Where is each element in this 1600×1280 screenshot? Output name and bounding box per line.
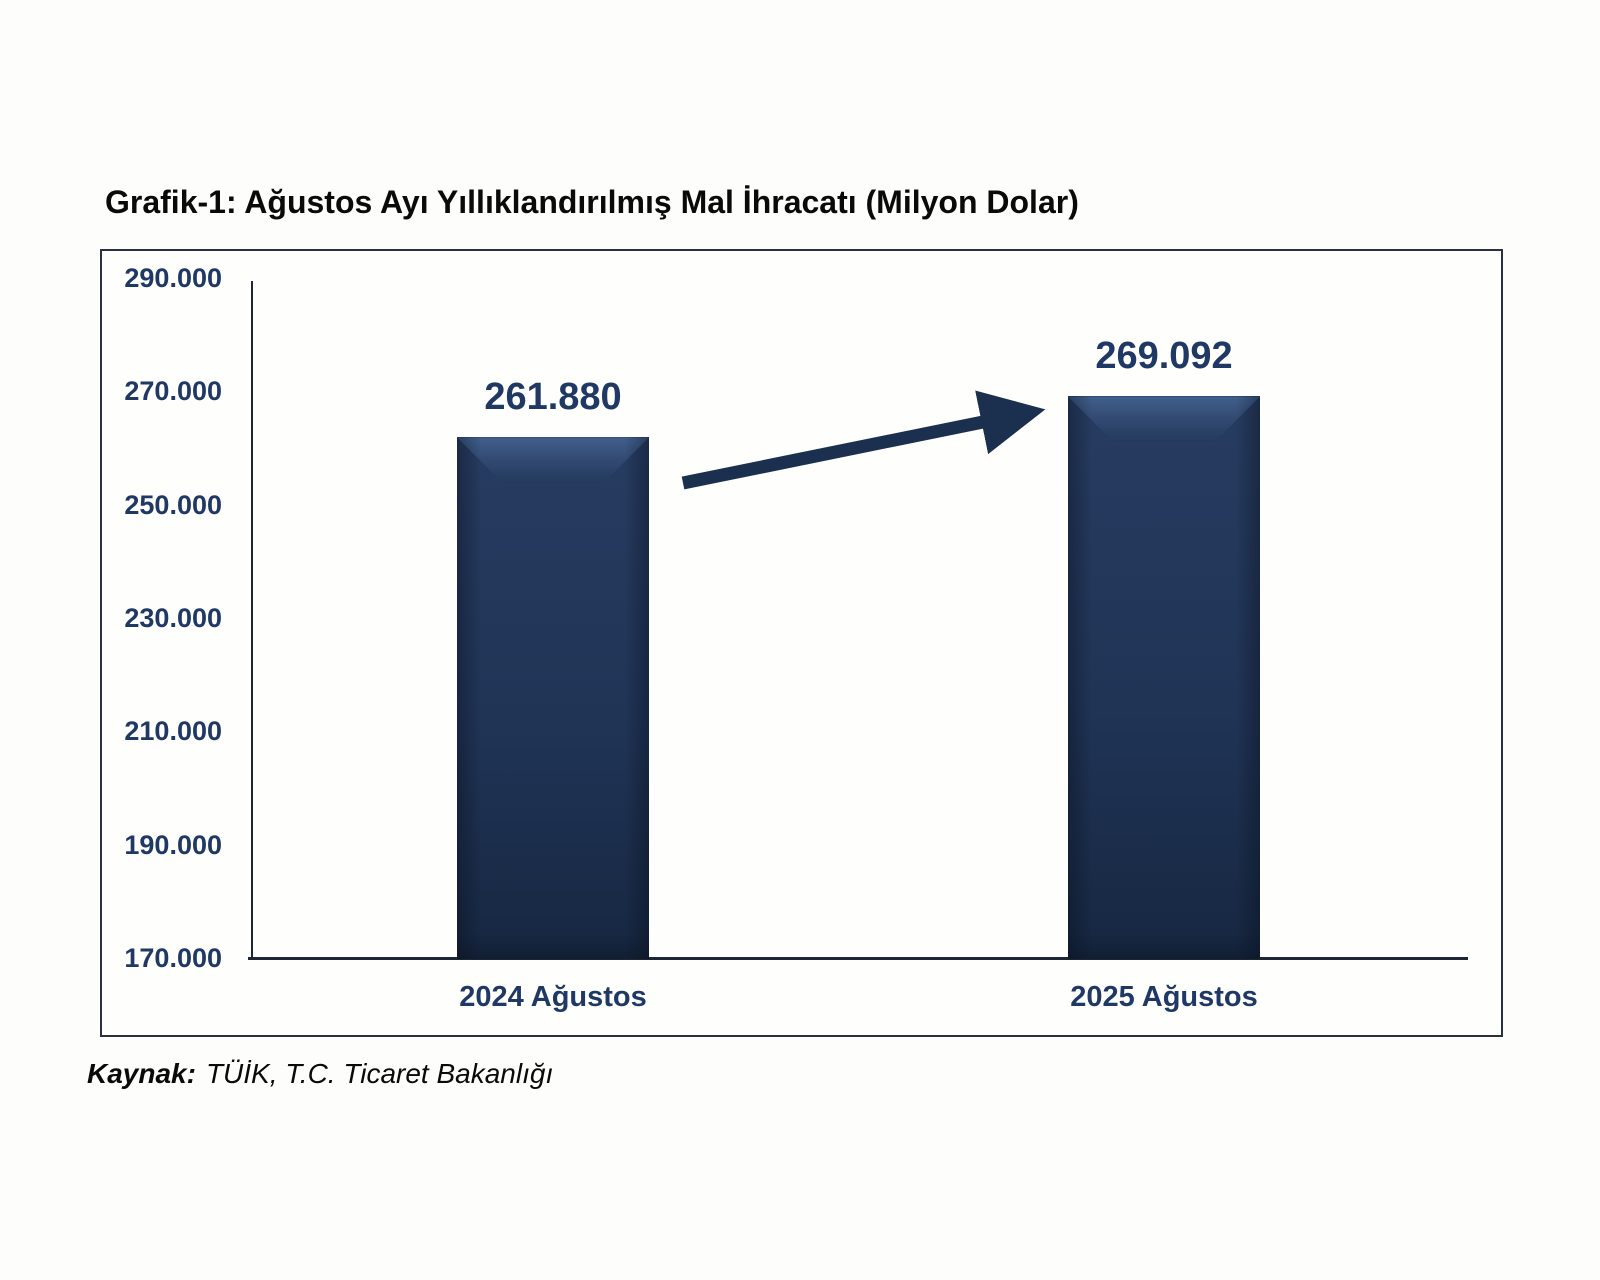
y-axis-tick-label: 230.000: [124, 603, 222, 633]
y-axis-line: [251, 281, 253, 960]
x-axis-category-label: 2024 Ağustos: [459, 981, 647, 1013]
bar-2024: [457, 437, 649, 959]
bar-value-label: 261.880: [484, 376, 622, 419]
y-axis-tick-label: 270.000: [124, 376, 222, 407]
chart-title: Grafik-1: Ağustos Ayı Yıllıklandırılmış …: [105, 184, 1079, 220]
source-label: Kaynak:: [87, 1058, 196, 1089]
source-note: Kaynak: TÜİK, T.C. Ticaret Bakanlığı: [87, 1058, 553, 1090]
y-axis-tick-label: 190.000: [124, 829, 222, 860]
bars-layer: 261.880 2024 Ağustos 269.092 2025 Ağustos: [102, 251, 1501, 1035]
y-axis-tick-label: 250.000: [124, 489, 222, 520]
y-axis-tick-label: 290.000: [124, 263, 222, 293]
x-axis-line: [248, 957, 1468, 960]
x-axis-category-label: 2025 Ağustos: [1070, 981, 1258, 1013]
source-text: TÜİK, T.C. Ticaret Bakanlığı: [205, 1058, 554, 1089]
chart-frame: 290.000 270.000 250.000 230.000 210.000 190.0…: [100, 249, 1503, 1037]
bar-value-label: 269.092: [1095, 335, 1233, 378]
y-axis-tick-label: 210.000: [124, 716, 222, 747]
y-axis-tick-label: 170.000: [124, 943, 222, 973]
bar-2025: [1068, 396, 1260, 959]
